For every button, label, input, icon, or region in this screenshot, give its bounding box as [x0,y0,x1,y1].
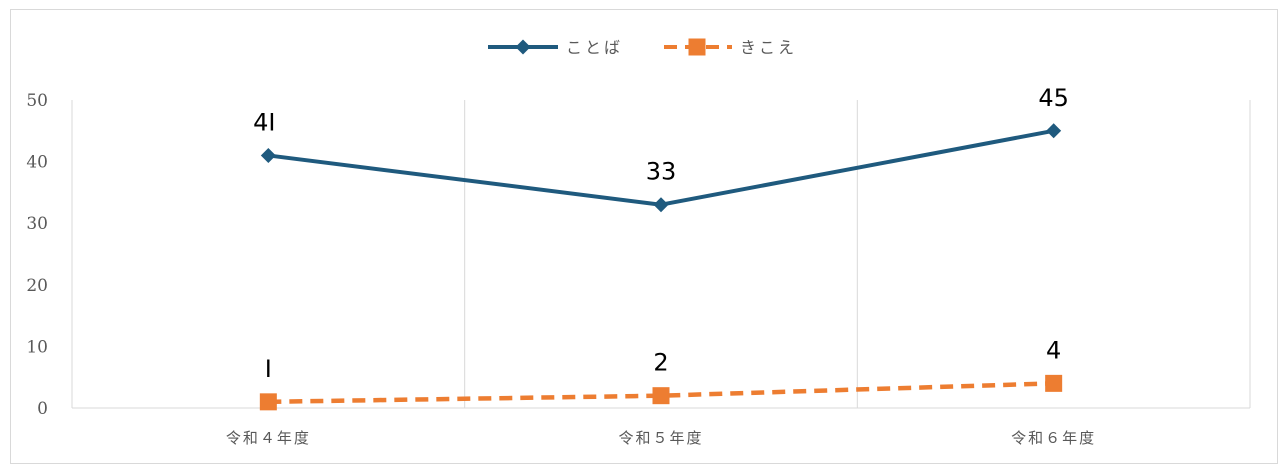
y-tick-label: 30 [26,214,48,234]
legend-label: きこえ [740,38,797,57]
data-label: 2 [653,349,668,377]
data-point [653,197,669,213]
gridlines [71,100,1251,408]
data-point [259,393,277,411]
y-tick-label: 20 [26,276,48,296]
data-label: 4I [253,108,275,136]
data-label: 33 [646,158,677,186]
y-tick-label: 40 [26,153,48,173]
data-point [260,147,276,163]
legend: ことば きこえ [488,38,797,57]
x-tick-label: 令和４年度 [226,429,311,447]
series-line [268,381,1054,405]
data-point [652,387,670,405]
data-point [1046,123,1062,139]
series [259,123,1063,411]
data-label: 4 [1046,336,1061,364]
y-tick-label: 0 [37,399,48,419]
chart-frame [10,9,1278,464]
data-labels: 4I 33 45 I 2 4 [253,84,1069,383]
legend-label: ことば [566,38,623,57]
data-label: I [265,355,272,383]
data-label: 45 [1038,84,1069,112]
legend-marker [515,39,531,55]
x-tick-label: 令和６年度 [1011,429,1096,447]
legend-marker [688,38,706,56]
data-point [1045,374,1063,392]
axes: 0 10 20 30 40 50 令和４年度 令和５年度 令和６年度 [26,91,1250,447]
y-tick-label: 10 [26,337,48,357]
y-tick-label: 50 [26,91,48,111]
x-tick-label: 令和５年度 [618,429,703,447]
